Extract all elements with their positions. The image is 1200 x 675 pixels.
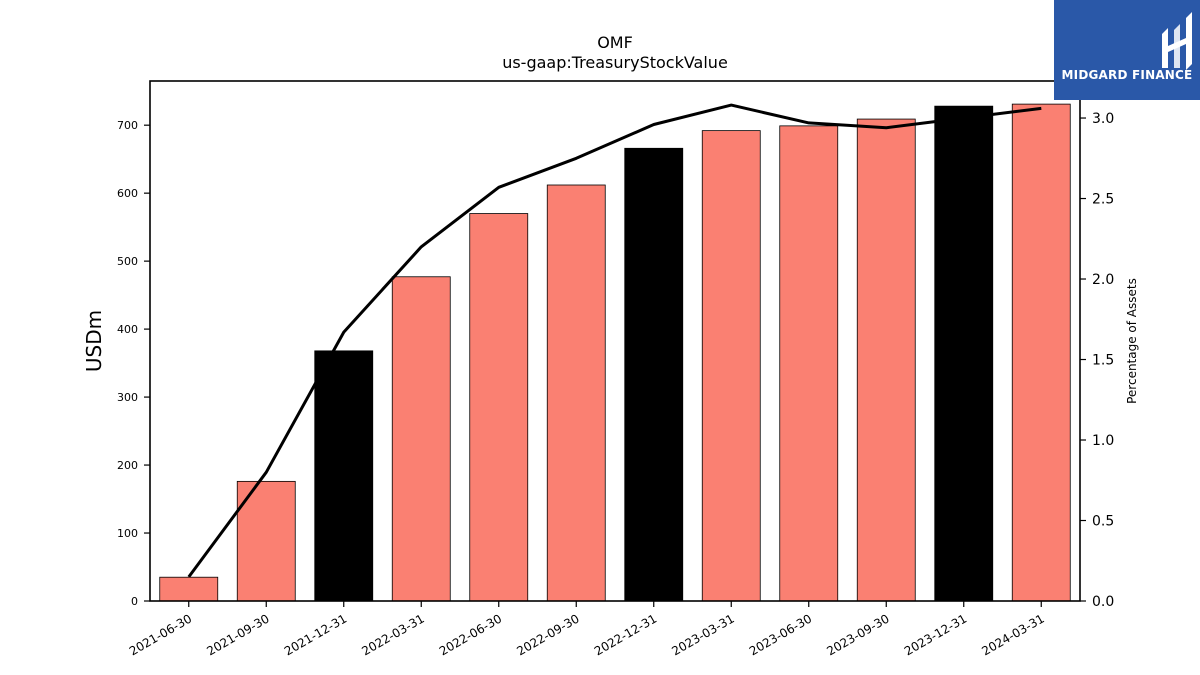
logo-text: MIDGARD FINANCE [1061, 68, 1193, 82]
x-tick-label: 2021-09-30 [204, 611, 271, 658]
y-axis-label: USDm [82, 310, 106, 372]
y-tick-label: 0 [131, 595, 138, 608]
chart-title: OMF [597, 33, 633, 52]
y-tick-label: 600 [117, 187, 138, 200]
x-tick-label: 2023-03-31 [669, 611, 736, 658]
x-tick-label: 2023-12-31 [902, 611, 969, 658]
y-tick-label: 300 [117, 391, 138, 404]
bar-2022-09-30 [546, 184, 606, 602]
logo-mark-icon [1162, 12, 1192, 70]
bar-2021-06-30 [159, 576, 219, 602]
y-tick-label: 400 [117, 323, 138, 336]
x-tick-label: 2024-03-31 [979, 611, 1046, 658]
y2-tick-label: 2.5 [1092, 192, 1114, 208]
percentage-line [187, 103, 1042, 578]
y2-tick-label: 1.0 [1092, 433, 1114, 449]
x-tick-label: 2022-09-30 [514, 611, 581, 658]
y2-tick-label: 0.5 [1092, 514, 1114, 530]
y2-tick-label: 2.0 [1092, 272, 1114, 288]
bar-2021-12-31 [314, 350, 374, 602]
bar-2024-03-31 [1011, 103, 1071, 602]
bar-2022-12-31 [624, 147, 684, 602]
bar-2023-09-30 [856, 118, 916, 602]
x-tick-label: 2021-12-31 [282, 611, 349, 658]
y2-axis-label: Percentage of Assets [1125, 278, 1139, 404]
x-tick-label: 2023-06-30 [747, 611, 814, 658]
bar-2023-03-31 [701, 130, 761, 602]
y-tick-label: 500 [117, 255, 138, 268]
plot-frame [149, 80, 1081, 602]
y2-tick-label: 3.0 [1092, 111, 1114, 127]
bar-2021-09-30 [236, 480, 296, 602]
y-tick-label: 700 [117, 119, 138, 132]
bar-2022-06-30 [469, 213, 529, 602]
y-tick-label: 200 [117, 459, 138, 472]
x-tick-label: 2023-09-30 [824, 611, 891, 658]
y-tick-label: 100 [117, 527, 138, 540]
chart-subtitle: us-gaap:TreasuryStockValue [502, 53, 728, 72]
x-tick-label: 2022-03-31 [359, 611, 426, 658]
bar-2022-03-31 [391, 276, 451, 602]
brand-logo: MIDGARD FINANCE [1054, 0, 1200, 100]
bar-2023-12-31 [934, 105, 994, 602]
y2-tick-label: 1.5 [1092, 353, 1114, 369]
x-tick-label: 2021-06-30 [127, 611, 194, 658]
x-tick-label: 2022-12-31 [592, 611, 659, 658]
y2-tick-label: 0.0 [1092, 594, 1114, 610]
x-tick-label: 2022-06-30 [437, 611, 504, 658]
bars-layer [159, 103, 1071, 602]
line-layer [187, 103, 1042, 578]
bar-2023-06-30 [779, 125, 839, 602]
